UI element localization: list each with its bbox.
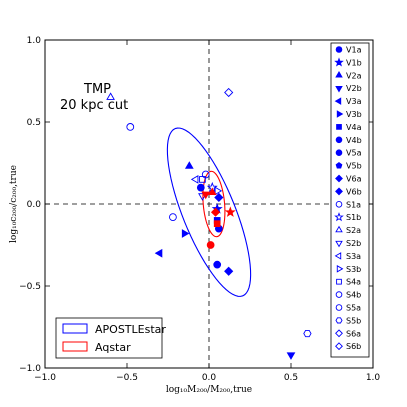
marker-legend: V1a V1b V2a V2b V3a V3b V4a V4b V5a V5b V6a V6b S1a S… [330,42,370,358]
data-point-circle-open [169,213,177,221]
marker-legend-label: S4b [346,291,361,300]
data-point-circle-open [201,170,210,179]
data-point-triangle-left-filled [154,248,163,258]
ellipse-legend: APOSTLEstar Aqstar [55,317,166,359]
data-point-triangle-down-filled [201,191,211,200]
data-point-triangle-up-filled [184,161,194,169]
marker-legend-symbol [334,212,344,222]
ellipse-legend-swatch [62,323,88,334]
marker-legend-label: V5b [346,162,362,171]
data-point-triangle-up-open [106,92,115,100]
marker-legend-symbol [335,46,343,53]
marker-legend-symbol [335,136,343,144]
marker-legend-symbol [336,124,342,130]
marker-legend-label: V3b [346,110,362,119]
marker-legend-label: S3b [346,265,361,274]
marker-legend-symbol [334,252,342,260]
marker-legend-label: V4a [346,123,362,132]
x-tick-label: 0.5 [284,373,298,383]
data-point-diamond-open [224,87,234,98]
data-point-diamond-filled [210,207,221,217]
y-tick-label: −0.5 [19,282,41,292]
marker-legend-label: V3a [346,97,362,106]
marker-legend-label: S4a [346,278,361,287]
data-point-hexagon-open [303,329,312,338]
marker-legend-symbol [335,70,343,78]
ellipse-legend-swatch [62,341,88,352]
x-tick-label: −1.0 [34,373,56,383]
marker-legend-symbol [336,265,344,273]
marker-legend-label: V6a [346,175,362,184]
marker-legend-label: S1a [346,200,361,209]
y-tick-label: 0.5 [27,118,41,128]
marker-legend-symbol [335,291,343,298]
marker-legend-label: V2a [346,71,362,80]
ellipse-legend-label: APOSTLEstar [95,323,166,336]
marker-legend-symbol [335,162,343,169]
data-point-circle-filled [196,183,205,192]
marker-legend-label: S1b [346,213,361,222]
marker-legend-label: V4b [346,136,362,145]
x-tick-label: 1.0 [366,373,381,383]
marker-legend-label: S6a [346,329,361,338]
ellipse-legend-label: Aqstar [95,341,131,354]
marker-legend-label: S2a [346,226,361,235]
points-layer [106,87,312,360]
marker-legend-label: S2b [346,239,361,248]
marker-legend-symbol [335,174,343,183]
x-tick-label: −0.5 [116,373,138,383]
data-point-circle-filled [206,241,215,249]
data-point-diamond-filled [224,266,234,276]
marker-legend-label: S3a [346,252,361,261]
marker-legend-label: S6b [346,342,361,351]
y-axis-label: log₁₀c₂₀₀/c₂₀₀,true [9,165,19,243]
marker-legend-label: S5a [346,304,361,313]
data-point-triangle-up-filled [207,187,217,196]
data-point-triangle-down-open [198,193,207,201]
data-point-circle-open [126,123,135,131]
x-tick-label: 0.0 [202,373,217,383]
ticks-layer: −1.0 −0.5 0.0 0.5 1.0 −1.0 −0.5 0.0 0.5 1.0 [19,36,380,383]
x-axis-label: log₁₀M₂₀₀/M₂₀₀,true [166,385,252,395]
marker-legend-symbol [335,329,343,338]
marker-legend-symbol [334,97,342,105]
marker-legend-symbol [336,110,344,118]
marker-legend-label: S5b [346,316,361,325]
y-tick-label: 0.0 [27,200,42,210]
data-point-triangle-right-open [214,186,223,196]
annotation-line-2: 20 kpc cut [60,98,128,113]
marker-legend-label: V5a [346,149,362,158]
ellipse-apostlestar [166,127,252,297]
marker-legend-label: V6b [346,187,362,196]
marker-legend-symbol [335,200,343,208]
marker-legend-label: V1a [346,46,362,55]
annotation-line-1: TMP [83,82,111,97]
marker-legend-symbol [335,225,343,233]
data-point-triangle-left-open [190,175,199,184]
y-tick-label: −1.0 [19,364,41,374]
data-point-triangle-right-filled [181,229,190,238]
marker-legend-symbol [335,317,343,324]
marker-legend-symbol [335,240,343,248]
marker-legend-symbol [335,149,343,156]
data-point-triangle-down-filled [286,352,296,360]
marker-legend-symbol [335,304,343,311]
marker-legend-symbol [335,342,343,351]
marker-legend-label: V1b [346,58,362,67]
data-point-circle-filled [213,260,222,269]
data-point-diamond-filled [214,192,224,203]
marker-legend-symbol [335,187,343,196]
marker-legend-label: V2b [346,84,362,93]
marker-legend-symbol [336,278,342,285]
data-point-square-filled [213,220,221,228]
y-tick-label: 1.0 [27,36,42,46]
data-point-star-filled [224,206,236,217]
marker-legend-symbol [334,57,344,67]
marker-legend-symbol [335,86,343,93]
